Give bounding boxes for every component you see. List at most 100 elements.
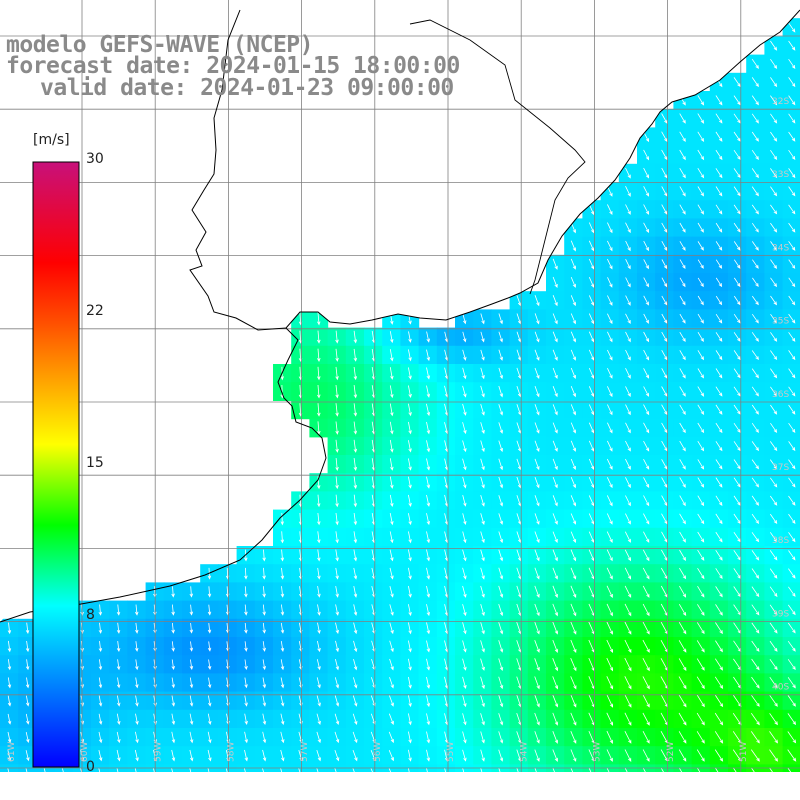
- wind-arrow: [25, 677, 30, 689]
- wind-arrow: [751, 368, 759, 379]
- wind-arrow: [643, 222, 650, 234]
- wind-arrow: [661, 422, 668, 434]
- wind-arrow: [534, 313, 540, 325]
- wind-arrow: [769, 441, 778, 452]
- wind-arrow: [516, 385, 522, 398]
- wind-arrow: [679, 440, 686, 452]
- wind-cell: [782, 473, 800, 492]
- wind-arrow: [171, 749, 176, 762]
- wind-arrow: [751, 676, 760, 689]
- lon-label: 60W: [80, 742, 90, 762]
- wind-arrow: [498, 367, 503, 380]
- wind-arrow: [770, 332, 778, 342]
- wind-arrow: [643, 277, 649, 288]
- wind-arrow: [516, 549, 522, 562]
- wind-arrow: [679, 567, 687, 580]
- wind-arrow: [408, 476, 412, 489]
- wind-arrow: [498, 476, 503, 489]
- wind-cell: [782, 418, 800, 438]
- wind-arrow: [552, 531, 558, 544]
- wind-arrow: [733, 368, 741, 379]
- wind-arrow: [316, 749, 321, 762]
- wind-arrow: [679, 513, 686, 525]
- wind-arrow: [643, 513, 650, 525]
- wind-arrow: [262, 586, 266, 598]
- wind-arrow: [444, 331, 449, 343]
- wind-arrow: [788, 495, 796, 506]
- wind-arrow: [715, 241, 723, 251]
- lat-label: 40S: [772, 683, 789, 693]
- wind-arrow: [335, 567, 339, 580]
- wind-arrow: [480, 713, 485, 726]
- wind-arrow: [207, 749, 212, 762]
- wind-arrow: [462, 513, 467, 526]
- wind-arrow: [714, 712, 724, 726]
- wind-arrow: [480, 313, 485, 325]
- wind-arrow: [624, 731, 632, 744]
- wind-arrow: [534, 712, 540, 726]
- wind-arrow: [389, 403, 394, 417]
- wind-arrow: [733, 259, 741, 269]
- wind-arrow: [733, 149, 741, 160]
- wind-arrow: [317, 384, 321, 399]
- wind-arrow: [353, 330, 358, 344]
- wind-arrow: [770, 350, 778, 361]
- wind-arrow: [480, 403, 485, 416]
- wind-arrow: [353, 604, 358, 616]
- wind-arrow: [389, 604, 394, 616]
- wind-arrow: [788, 77, 796, 88]
- wind-arrow: [480, 422, 485, 434]
- wind-arrow: [480, 494, 485, 507]
- wind-arrow: [642, 603, 650, 617]
- wind-arrow: [696, 640, 705, 653]
- wind-arrow: [733, 404, 741, 415]
- wind-arrow: [625, 495, 631, 507]
- wind-arrow: [643, 404, 650, 416]
- wind-arrow: [171, 695, 176, 707]
- wind-arrow: [715, 277, 723, 288]
- wind-arrow: [715, 204, 723, 215]
- wind-arrow: [606, 585, 613, 599]
- wind-arrow: [570, 349, 576, 361]
- wind-arrow: [625, 313, 631, 325]
- wind-arrow: [426, 713, 431, 726]
- wind-arrow: [661, 495, 668, 507]
- wind-arrow: [750, 712, 760, 726]
- wind-arrow: [244, 713, 248, 726]
- wind-arrow: [516, 495, 522, 507]
- wind-arrow: [262, 749, 267, 762]
- wind-arrow: [98, 622, 103, 634]
- wind-arrow: [751, 350, 759, 361]
- wind-arrow: [625, 222, 631, 234]
- wind-arrow: [116, 677, 121, 689]
- wind-arrow: [606, 767, 610, 772]
- wind-arrow: [679, 131, 686, 142]
- wind-arrow: [244, 641, 248, 652]
- wind-arrow: [388, 713, 394, 725]
- title-valid-date: valid date: 2024-01-23 09:00:00: [40, 75, 454, 101]
- wind-arrow: [788, 313, 796, 324]
- wind-arrow: [280, 531, 285, 544]
- wind-arrow: [408, 567, 412, 580]
- wind-arrow: [588, 549, 595, 562]
- wind-arrow: [462, 604, 467, 617]
- wind-arrow: [389, 513, 394, 526]
- wind-arrow: [624, 531, 631, 543]
- wind-arrow: [642, 749, 650, 762]
- wind-arrow: [625, 440, 631, 452]
- wind-arrow: [770, 259, 778, 269]
- wind-arrow: [189, 659, 194, 671]
- wind-arrow: [334, 731, 340, 744]
- wind-arrow: [408, 440, 412, 453]
- wind-arrow: [570, 367, 576, 380]
- wind-arrow: [353, 366, 358, 381]
- wind-arrow: [733, 95, 741, 106]
- wind-arrow: [733, 204, 741, 215]
- wind-arrow: [498, 640, 504, 653]
- wind-cell: [782, 327, 800, 347]
- wind-arrow: [317, 586, 321, 598]
- wind-arrow: [317, 549, 321, 562]
- wind-arrow: [353, 531, 358, 544]
- wind-arrow: [426, 367, 431, 380]
- wind-arrow: [426, 567, 430, 580]
